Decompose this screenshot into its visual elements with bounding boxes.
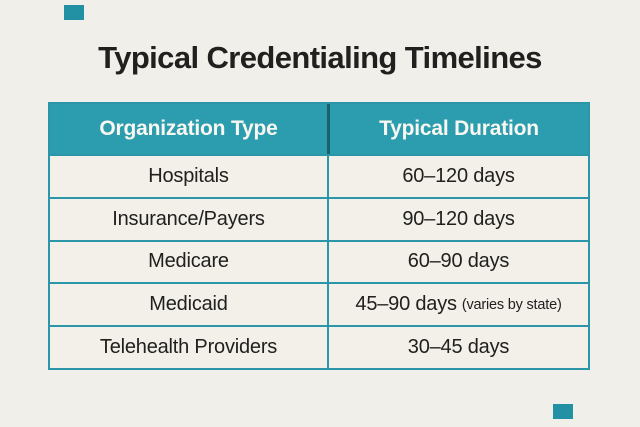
- duration-note: (varies by state): [461, 296, 562, 313]
- credentialing-table: Organization Type Typical Duration Hospi…: [48, 102, 590, 370]
- table-row-hospitals: Hospitals 60–120 days: [50, 154, 588, 197]
- org-type-cell: Hospitals: [148, 164, 229, 187]
- duration-cell: 45–90 days (varies by state): [327, 284, 588, 326]
- org-type-cell: Medicaid: [149, 293, 228, 316]
- duration-cell: 90–120 days: [327, 198, 588, 240]
- column-header-typical-duration: Typical Duration: [327, 104, 588, 154]
- table-row-telehealth-providers: Telehealth Providers 30–45 days: [50, 325, 588, 368]
- corner-accent-bottom-right: [553, 404, 573, 419]
- duration-cell: 30–45 days: [327, 327, 588, 368]
- duration-value: 60–120 days: [402, 164, 515, 187]
- org-type-cell: Telehealth Providers: [99, 336, 278, 359]
- page-title: Typical Credentialing Timelines: [98, 40, 542, 75]
- table-row-medicaid: Medicaid 45–90 days (varies by state): [50, 282, 588, 326]
- org-type-cell: Medicare: [148, 250, 229, 273]
- duration-value: 45–90 days: [355, 293, 457, 316]
- column-header-organization-type: Organization Type: [99, 117, 278, 140]
- duration-cell: 60–120 days: [327, 156, 588, 197]
- duration-cell: 60–90 days: [327, 241, 588, 283]
- duration-value: 90–120 days: [402, 207, 515, 230]
- duration-value: 60–90 days: [407, 250, 510, 273]
- table-body: Hospitals 60–120 days Insurance/Payers 9…: [50, 154, 588, 368]
- table-row-insurance-payers: Insurance/Payers 90–120 days: [50, 196, 588, 240]
- org-type-cell: Insurance/Payers: [112, 207, 265, 230]
- table-row-medicare: Medicare 60–90 days: [50, 239, 588, 283]
- corner-accent-top-left: [64, 5, 84, 20]
- duration-value: 30–45 days: [407, 336, 510, 359]
- table-header-row: Organization Type Typical Duration: [50, 104, 588, 154]
